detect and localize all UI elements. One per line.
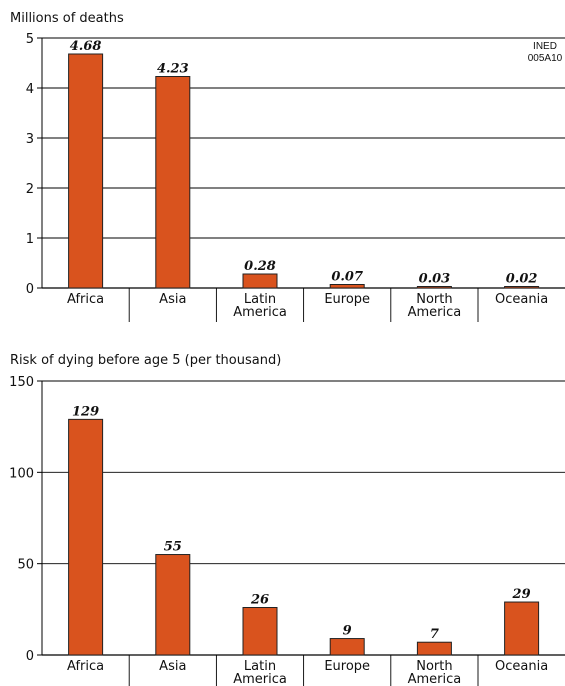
bar — [155, 76, 191, 289]
y-axis-title: Millions of deaths — [10, 11, 124, 26]
bar — [155, 554, 191, 656]
category-label: Oceania — [495, 292, 548, 307]
category-label: Asia — [159, 292, 186, 307]
bar — [416, 286, 452, 289]
bar-value-label: 4.68 — [70, 39, 102, 54]
y-tick-label: 150 — [9, 375, 34, 390]
category-label: Oceania — [495, 659, 548, 674]
category-label: Latin — [244, 292, 276, 307]
y-tick-label: 0 — [26, 282, 34, 297]
bar — [242, 607, 278, 656]
category-label: North — [416, 292, 452, 307]
bar-value-label: 9 — [343, 624, 352, 639]
y-tick-label: 5 — [26, 32, 34, 47]
category-label: Africa — [67, 292, 104, 307]
y-tick-label: 1 — [26, 232, 34, 247]
category-label: North — [416, 659, 452, 674]
category-label: America — [408, 305, 462, 320]
bar-value-label: 4.23 — [157, 62, 189, 77]
bar — [329, 638, 365, 656]
bar — [329, 284, 365, 289]
ined-code-line1: INED — [533, 41, 557, 52]
category-label: Asia — [159, 659, 186, 674]
bar — [242, 273, 278, 289]
category-label: America — [233, 672, 287, 686]
y-tick-label: 0 — [26, 649, 34, 664]
ined-code-line2: 005A10 — [528, 53, 563, 64]
bar-value-label: 129 — [72, 404, 99, 419]
y-axis-title: Risk of dying before age 5 (per thousand… — [10, 353, 281, 368]
bar — [504, 286, 540, 289]
bar-value-label: 55 — [164, 540, 182, 555]
bar — [416, 641, 452, 656]
bar-value-label: 0.02 — [506, 272, 538, 287]
category-label: Europe — [324, 292, 370, 307]
y-tick-label: 3 — [26, 132, 34, 147]
category-label: America — [233, 305, 287, 320]
bar — [68, 418, 104, 656]
bar-value-label: 0.03 — [419, 272, 451, 287]
bar — [504, 601, 540, 656]
y-tick-label: 2 — [26, 182, 34, 197]
category-label: Africa — [67, 659, 104, 674]
category-label: America — [408, 672, 462, 686]
y-tick-label: 100 — [9, 466, 34, 481]
risk-chart: Risk of dying before age 5 (per thousand… — [9, 353, 565, 686]
y-tick-label: 4 — [26, 82, 34, 97]
bar-value-label: 0.07 — [331, 270, 363, 285]
deaths-chart: Millions of deaths 0 1 2 3 4 5 4.68 Africa 4.23 As… — [10, 11, 565, 322]
category-label: Latin — [244, 659, 276, 674]
y-tick-label: 50 — [17, 558, 34, 573]
bar-value-label: 0.28 — [244, 259, 276, 274]
bar-value-label: 26 — [250, 593, 269, 608]
bar-value-label: 29 — [512, 587, 531, 602]
bar — [68, 53, 104, 289]
bar-value-label: 7 — [430, 627, 439, 642]
category-label: Europe — [324, 659, 370, 674]
